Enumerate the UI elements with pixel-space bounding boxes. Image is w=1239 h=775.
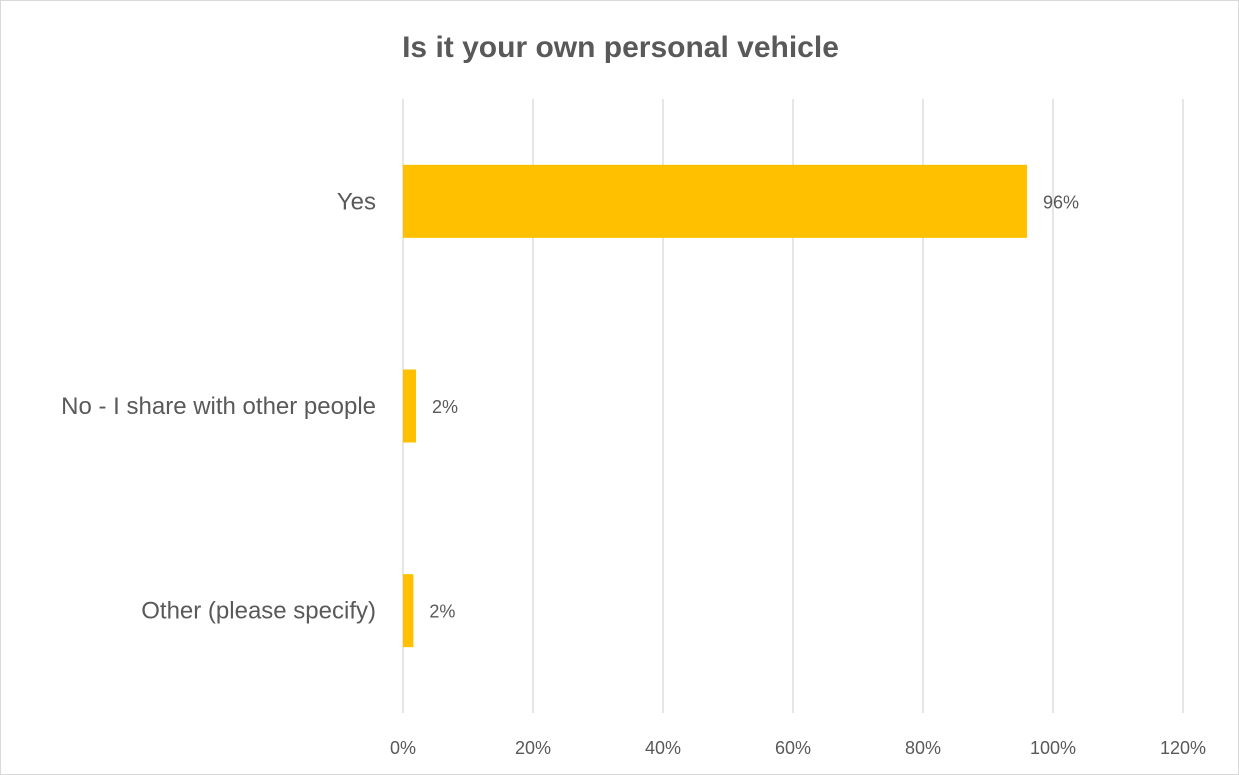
category-label: No - I share with other people — [61, 393, 376, 420]
value-label: 96% — [1043, 192, 1079, 212]
bars — [403, 164, 1027, 648]
bar — [403, 369, 416, 443]
x-tick-label: 100% — [1030, 738, 1076, 758]
chart-title: Is it your own personal vehicle — [402, 31, 839, 64]
x-tick-label: 40% — [645, 738, 681, 758]
x-tick-label: 0% — [390, 738, 416, 758]
labels: 0% 20% 40% 60% 80% 100% 120% Yes 96% No - I share… — [61, 188, 1206, 758]
value-label: 2% — [429, 602, 455, 622]
x-tick-label: 20% — [515, 738, 551, 758]
bar — [403, 164, 1027, 238]
value-label: 2% — [432, 397, 458, 417]
category-label: Other (please specify) — [141, 598, 376, 625]
category-label: Yes — [337, 188, 376, 215]
x-tick-label: 80% — [905, 738, 941, 758]
x-tick-label: 60% — [775, 738, 811, 758]
x-tick-label: 120% — [1160, 738, 1206, 758]
bar — [403, 574, 414, 648]
